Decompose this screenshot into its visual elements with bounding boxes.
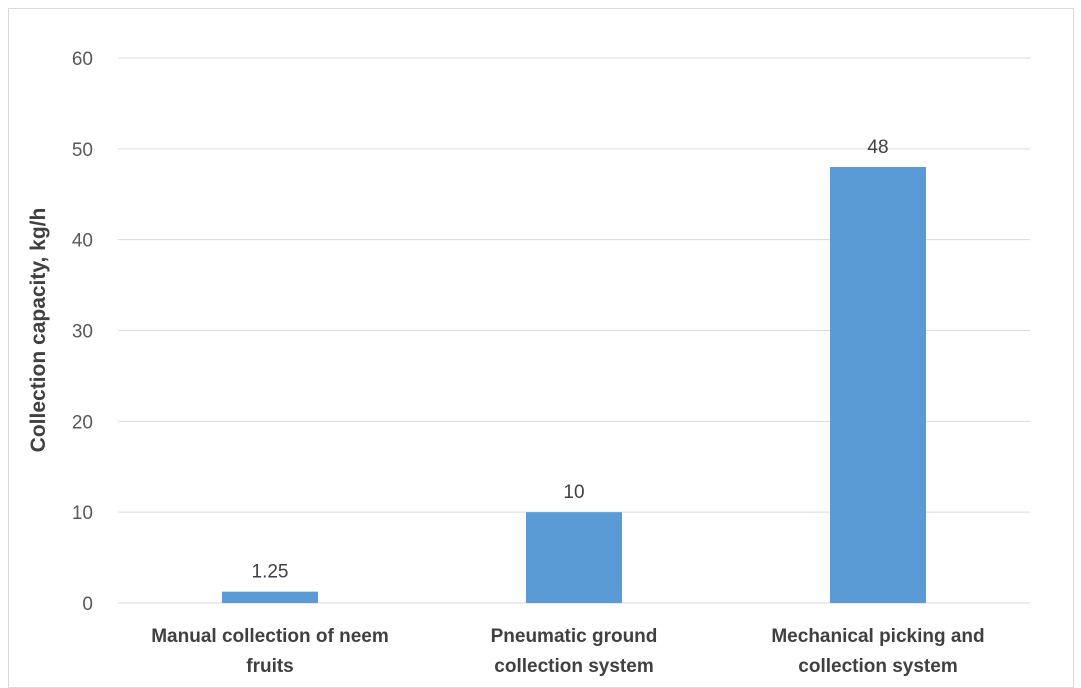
data-label: 1.25 (252, 562, 289, 583)
bars (222, 167, 926, 603)
y-tick-label: 50 (72, 140, 93, 161)
bar (222, 591, 318, 603)
category-label: Pneumatic ground collection system (491, 626, 658, 677)
bar (830, 167, 926, 603)
category-label: Mechanical picking and collection system (771, 626, 984, 677)
data-label: 48 (867, 137, 888, 158)
y-axis-ticks: 0 10 20 30 40 50 60 (72, 49, 93, 615)
y-tick-label: 60 (72, 49, 93, 70)
bar (526, 512, 622, 603)
y-axis-label: Collection capacity, kg/h (27, 208, 50, 453)
y-tick-label: 30 (72, 322, 93, 343)
y-tick-label: 0 (82, 594, 93, 615)
category-label: Manual collection of neem fruits (151, 626, 389, 677)
y-tick-label: 20 (72, 412, 93, 433)
x-axis-categories: Manual collection of neem fruits Pneumatic… (151, 626, 984, 677)
data-labels: 1.25 10 48 (252, 137, 889, 583)
y-tick-label: 10 (72, 503, 93, 524)
data-label: 10 (563, 482, 584, 503)
y-tick-label: 40 (72, 231, 93, 252)
